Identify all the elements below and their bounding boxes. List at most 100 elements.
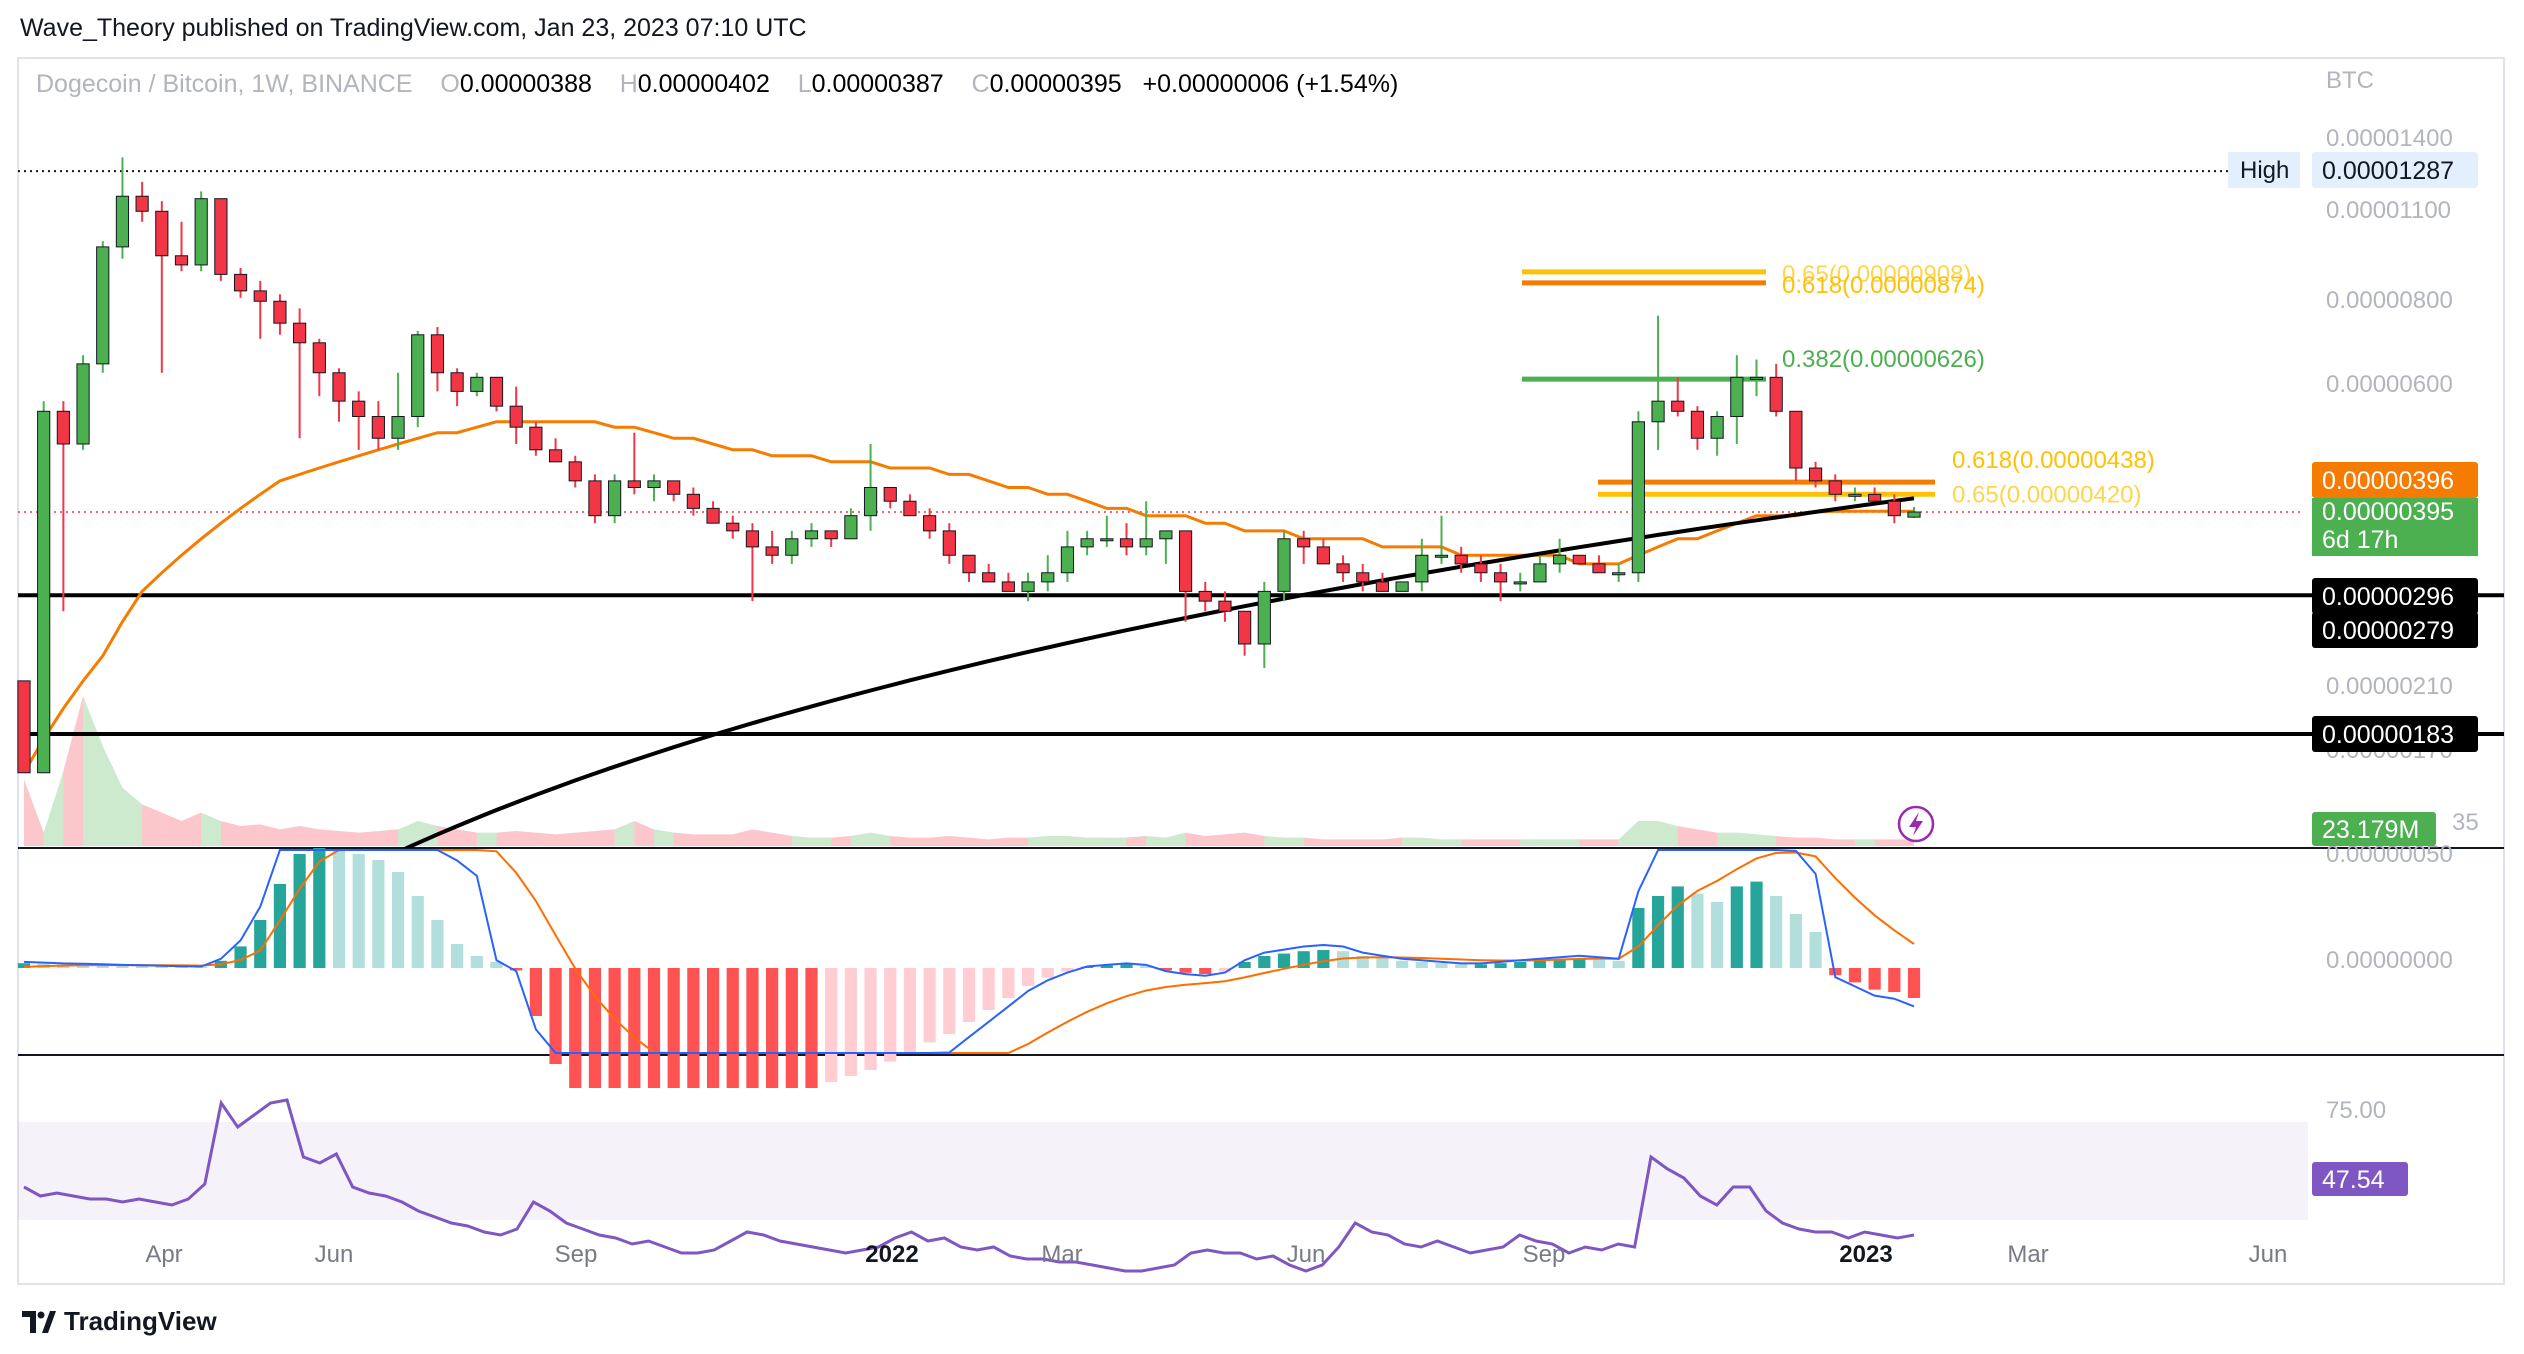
volume-area-segment bbox=[1697, 829, 1718, 846]
candle bbox=[1789, 410, 1803, 481]
high-tag-bg bbox=[2228, 152, 2300, 188]
volume-area-segment bbox=[929, 836, 950, 846]
rsi-band bbox=[18, 1122, 2308, 1220]
candle bbox=[174, 221, 189, 272]
candle-body bbox=[450, 372, 464, 392]
volume-area-segment bbox=[299, 826, 320, 846]
macd-bar bbox=[96, 965, 109, 968]
candle bbox=[489, 376, 504, 412]
candle bbox=[1533, 555, 1547, 583]
candle bbox=[411, 330, 425, 428]
candle bbox=[548, 438, 563, 463]
candle bbox=[962, 554, 976, 582]
candle-body bbox=[1808, 467, 1823, 482]
candle-body bbox=[1572, 554, 1586, 565]
candle-body bbox=[1119, 538, 1134, 548]
change-value: +0.00000006 (+1.54%) bbox=[1142, 70, 1399, 98]
candle bbox=[726, 515, 740, 539]
candle-body bbox=[1592, 563, 1606, 574]
candle-body bbox=[1080, 538, 1094, 548]
support-1-tag: 0.00000296 bbox=[2322, 583, 2454, 611]
open-label: O bbox=[440, 70, 460, 98]
volume-area-segment bbox=[1894, 839, 1914, 846]
volume-area-segment bbox=[1795, 837, 1816, 846]
chart-frame bbox=[17, 57, 2505, 1285]
candle bbox=[115, 157, 130, 259]
volume-area-segment bbox=[1520, 839, 1540, 846]
candle-body bbox=[982, 572, 996, 583]
candle-body bbox=[1907, 511, 1921, 518]
candle-body bbox=[1356, 572, 1370, 583]
fib-0618-top-label: 0.618(0.00000874) bbox=[1782, 272, 1985, 299]
candle bbox=[1454, 546, 1468, 573]
candle-body bbox=[135, 195, 149, 212]
candle-body bbox=[962, 554, 976, 574]
fib-065-low-label: 0.65(0.00000420) bbox=[1952, 481, 2142, 508]
tradingview-brand[interactable]: TradingView bbox=[22, 1306, 217, 1337]
low-label: L bbox=[797, 70, 812, 98]
macd-bar bbox=[1789, 914, 1802, 968]
volume-area-segment bbox=[339, 831, 359, 846]
macd-bar bbox=[1021, 968, 1035, 986]
macd-bar bbox=[76, 964, 90, 968]
volume-area-segment bbox=[752, 829, 773, 846]
macd-bar bbox=[1317, 950, 1330, 968]
candle bbox=[745, 523, 760, 602]
candle bbox=[1415, 538, 1429, 592]
macd-bar bbox=[332, 850, 346, 968]
volume-area-segment bbox=[1736, 832, 1757, 846]
candle bbox=[1238, 610, 1252, 656]
volume-area-segment bbox=[1382, 837, 1403, 846]
rsi-tag-bg bbox=[2312, 1162, 2408, 1196]
volume-area-segment bbox=[240, 824, 261, 846]
volume-area-segment bbox=[535, 832, 556, 846]
volume-area-segment bbox=[181, 812, 202, 846]
macd-bar bbox=[1494, 963, 1507, 968]
candle bbox=[194, 191, 208, 272]
candle bbox=[1769, 363, 1783, 417]
candle bbox=[155, 201, 169, 373]
ma-long-layer bbox=[401, 496, 1915, 848]
candle-body bbox=[1021, 581, 1035, 592]
candle bbox=[1395, 581, 1409, 592]
candle bbox=[1100, 515, 1114, 547]
candle bbox=[1356, 563, 1370, 592]
volume-area-segment bbox=[1067, 836, 1088, 846]
volume-area-segment bbox=[476, 832, 497, 846]
candle-body bbox=[312, 342, 326, 374]
candle-body bbox=[273, 300, 287, 324]
rsi-tag: 47.54 bbox=[2322, 1166, 2385, 1194]
price-axis-tick: 0.00000800 bbox=[2326, 287, 2453, 314]
macd-bar bbox=[451, 944, 464, 968]
volume-area-segment bbox=[1677, 826, 1698, 846]
candle-body bbox=[824, 530, 838, 540]
candle bbox=[627, 432, 641, 495]
candle bbox=[56, 401, 70, 612]
volume-area-segment bbox=[122, 787, 143, 846]
symbol-ohlc-legend: Dogecoin / Bitcoin, 1W, BINANCE O0.00000… bbox=[36, 70, 1398, 99]
time-axis-label: Jun bbox=[2249, 1241, 2288, 1268]
macd-bar bbox=[1396, 960, 1409, 968]
symbol-name[interactable]: Dogecoin / Bitcoin, 1W, BINANCE bbox=[36, 70, 413, 98]
time-axis-label: Sep bbox=[555, 1241, 598, 1268]
macd-bar bbox=[1455, 964, 1468, 968]
volume-area-segment bbox=[398, 821, 418, 846]
volume-area-segment bbox=[1658, 821, 1678, 846]
candle-body bbox=[1218, 600, 1232, 612]
macd-bar bbox=[982, 968, 995, 1010]
macd-bar bbox=[234, 946, 247, 968]
fib-065-top-label: 0.65(0.00000908) bbox=[1782, 261, 1972, 288]
macd-bar bbox=[805, 968, 818, 1088]
candle-body bbox=[1238, 610, 1252, 645]
macd-bar bbox=[943, 968, 956, 1034]
candle-body bbox=[844, 515, 858, 540]
volume-area-segment bbox=[496, 831, 517, 846]
volume-area-segment bbox=[594, 829, 615, 846]
macd-bar bbox=[1002, 968, 1015, 998]
volume-area-segment bbox=[614, 821, 635, 846]
candle-body bbox=[1690, 410, 1705, 439]
macd-bar bbox=[1356, 956, 1369, 968]
candle-body bbox=[548, 449, 563, 463]
time-axis-label: Apr bbox=[145, 1241, 182, 1268]
